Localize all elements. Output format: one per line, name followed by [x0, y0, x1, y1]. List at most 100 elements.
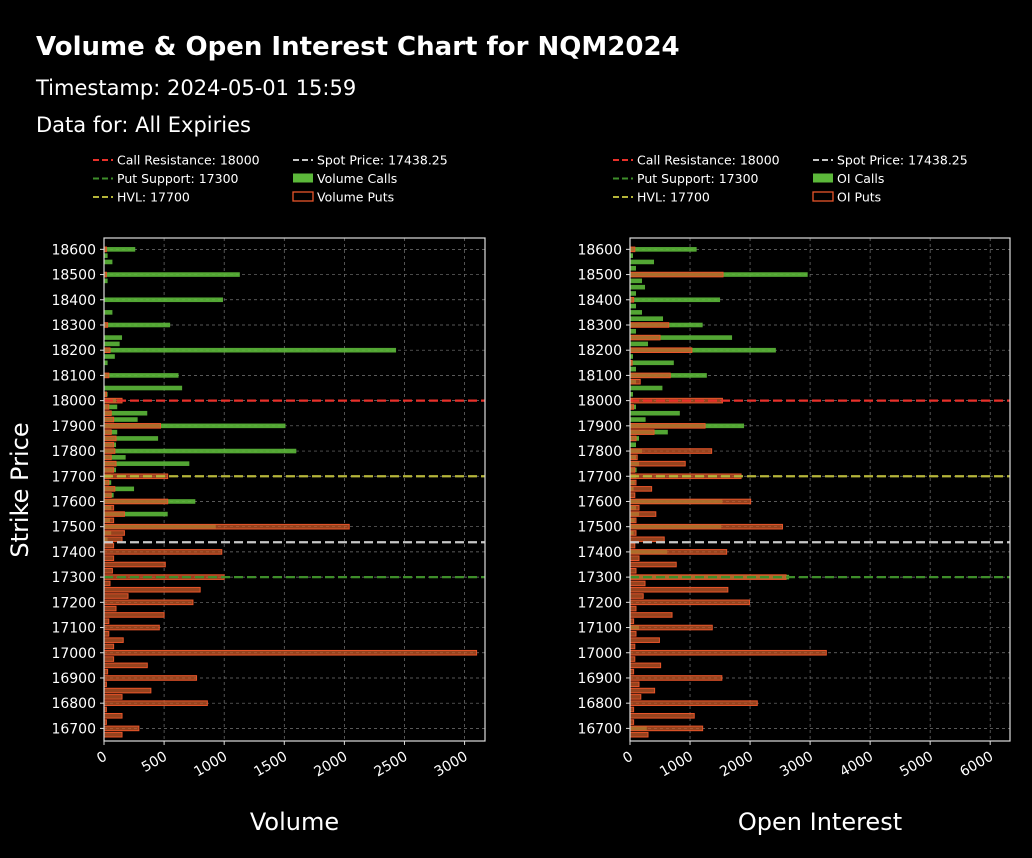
put-bar: [103, 687, 152, 694]
put-bar: [103, 347, 111, 353]
put-bar: [629, 467, 636, 473]
call-bar: [630, 259, 655, 265]
call-bar: [630, 341, 649, 347]
put-bar: [629, 731, 649, 738]
call-bar: [104, 423, 286, 429]
y-tick-label: 17000: [577, 646, 622, 662]
call-bar: [630, 297, 721, 303]
call-bar: [104, 417, 138, 422]
call-bar: [104, 455, 126, 460]
legend-puts-swatch: [292, 191, 314, 202]
put-bar: [103, 637, 124, 643]
x-tick-label: 500: [139, 749, 170, 776]
x-tick-label: 0: [620, 749, 636, 767]
y-tick-label: 17500: [51, 520, 96, 536]
put-bar: [629, 334, 661, 341]
put-bar: [103, 649, 478, 656]
legend-label: HVL: 17700: [117, 190, 190, 205]
x-tick-label: 5000: [897, 749, 936, 781]
y-tick-label: 18200: [577, 343, 622, 359]
put-bar: [103, 517, 115, 524]
y-tick-label: 17400: [51, 545, 96, 561]
put-bar: [103, 404, 110, 410]
call-bar: [104, 247, 136, 252]
y-tick-label: 18600: [51, 242, 96, 258]
put-bar: [103, 631, 110, 637]
call-bar: [630, 354, 634, 359]
call-bar: [104, 448, 297, 454]
put-bar: [629, 347, 693, 353]
y-tick-label: 17500: [577, 520, 622, 536]
y-tick-label: 18400: [577, 293, 622, 309]
put-bar: [629, 504, 640, 511]
y-tick-label: 18500: [51, 268, 96, 284]
call-bar: [104, 511, 168, 517]
put-bar: [103, 467, 115, 473]
legend-calls-swatch: [813, 173, 833, 183]
y-tick-label: 17100: [577, 621, 622, 637]
y-tick-label: 18400: [51, 293, 96, 309]
put-bar: [629, 549, 728, 555]
legend-calls-swatch: [293, 173, 313, 183]
y-tick-label: 17700: [577, 469, 622, 485]
put-bar: [629, 637, 660, 643]
y-tick-label: 17700: [51, 469, 96, 485]
put-bar: [629, 643, 636, 650]
call-bar: [630, 385, 663, 391]
call-bar: [630, 291, 637, 296]
y-tick-label: 18000: [51, 394, 96, 410]
legend-label: Spot Price: 17438.25: [837, 153, 968, 168]
call-bar: [630, 335, 733, 340]
put-bar: [103, 605, 117, 612]
put-bar: [629, 568, 637, 574]
data-for-label: Data for: All Expiries: [36, 113, 251, 137]
put-bar: [629, 593, 644, 599]
legend-label: Volume Puts: [317, 190, 394, 205]
call-bar: [104, 278, 108, 284]
y-tick-label: 18600: [577, 242, 622, 258]
put-bar: [629, 486, 653, 492]
put-bar: [629, 322, 670, 328]
put-bar: [103, 429, 112, 435]
timestamp: Timestamp: 2024-05-01 15:59: [36, 76, 357, 100]
put-bar: [629, 555, 640, 562]
x-tick-label: 2000: [717, 749, 756, 781]
call-bar: [630, 284, 646, 290]
call-bar: [104, 461, 190, 466]
y-tick-label: 17600: [577, 494, 622, 510]
put-bar: [629, 536, 665, 543]
call-bar: [104, 354, 115, 359]
legend-label: Call Resistance: 18000: [637, 153, 780, 168]
y-tick-label: 18200: [51, 343, 96, 359]
put-bar: [629, 687, 656, 694]
y-tick-label: 17100: [51, 621, 96, 637]
y-tick-label: 16800: [51, 696, 96, 712]
put-bar: [629, 542, 636, 549]
put-bar: [103, 725, 140, 732]
put-bar: [629, 523, 783, 530]
y-tick-label: 17800: [577, 444, 622, 460]
call-bar: [630, 278, 643, 284]
legend-label: Spot Price: 17438.25: [317, 153, 448, 168]
y-tick-label: 18500: [577, 268, 622, 284]
call-bar: [630, 247, 697, 252]
call-bar: [104, 436, 159, 441]
y-tick-label: 18100: [51, 368, 96, 384]
put-bar: [629, 675, 723, 681]
plot-frame: [103, 237, 486, 742]
put-bar: [629, 378, 641, 385]
put-bar: [629, 271, 724, 278]
y-tick-label: 17300: [51, 570, 96, 586]
plot-frame: [629, 237, 1011, 742]
put-bar: [103, 441, 115, 448]
put-bar: [103, 580, 111, 587]
put-bar: [629, 624, 713, 631]
put-bar: [103, 542, 115, 549]
put-bar: [629, 492, 636, 498]
put-bar: [103, 712, 123, 719]
put-bar: [629, 423, 706, 429]
put-bar: [103, 675, 198, 681]
call-bar: [104, 310, 113, 315]
put-bar: [103, 448, 116, 454]
put-bar: [103, 599, 194, 606]
